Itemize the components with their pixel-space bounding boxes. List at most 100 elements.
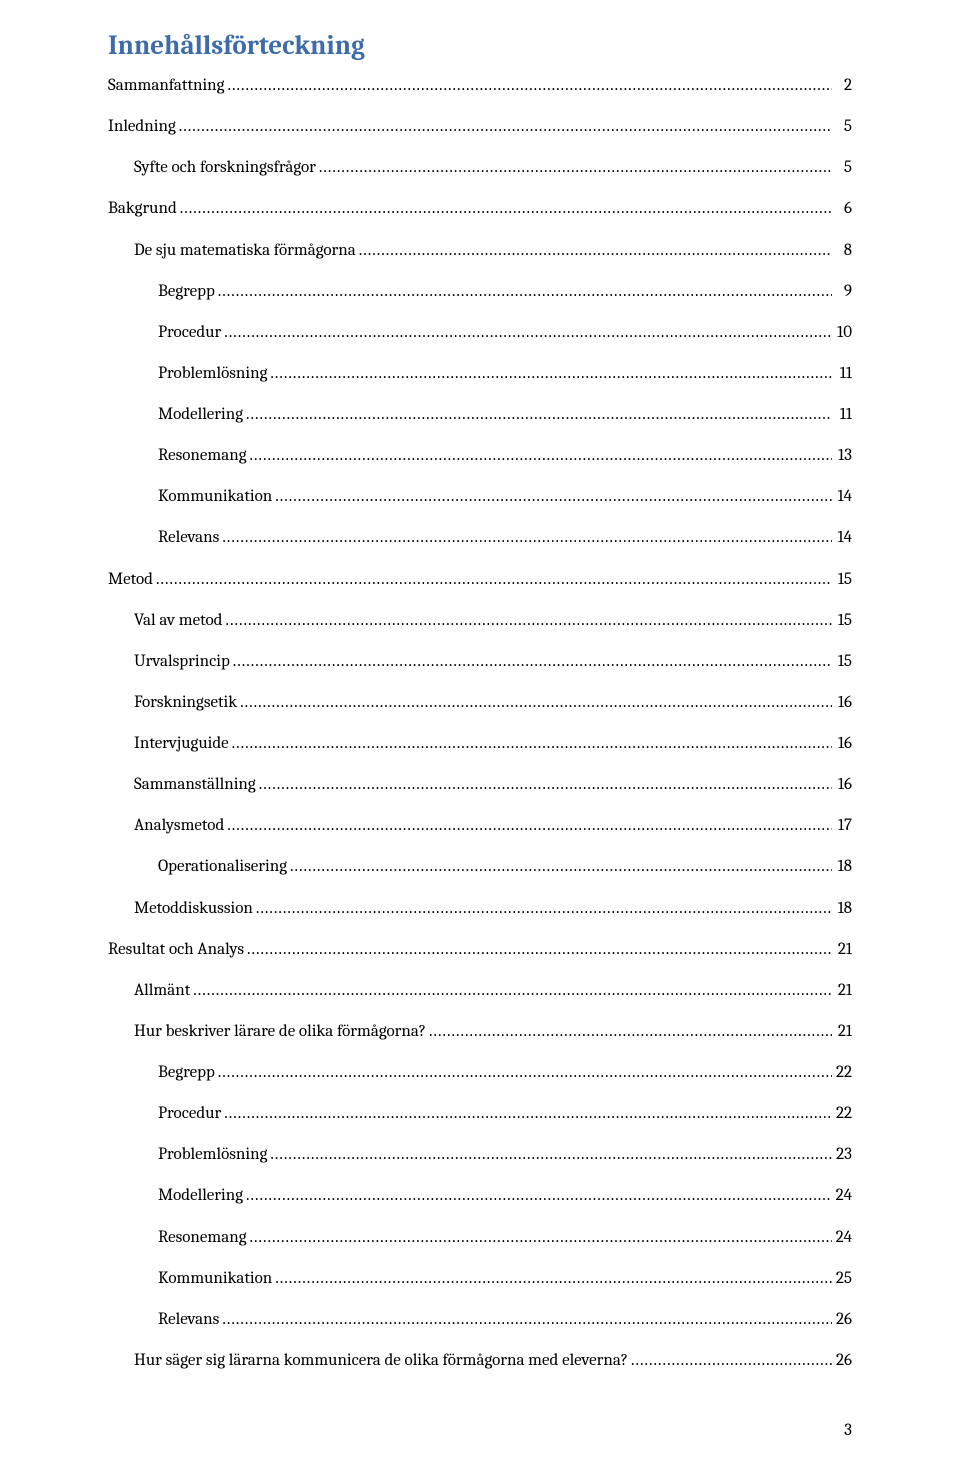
toc-entry-label: Resultat och Analys <box>108 939 244 962</box>
toc-entry-page: 13 <box>832 445 852 468</box>
toc-row: Val av metod............................… <box>108 610 852 633</box>
toc-entry-page: 24 <box>832 1185 852 1208</box>
toc-entry-label: Begrepp <box>158 1062 215 1085</box>
toc-leader: ........................................… <box>221 322 832 345</box>
toc-row: Kommunikation...........................… <box>108 486 852 509</box>
toc-row: Bakgrund................................… <box>108 198 852 221</box>
toc-entry-page: 22 <box>832 1062 852 1085</box>
toc-row: Metoddiskussion.........................… <box>108 898 852 921</box>
toc-entry-page: 21 <box>832 939 852 962</box>
toc-entry-label: Relevans <box>158 527 219 550</box>
toc-entry-label: Problemlösning <box>158 1144 267 1167</box>
toc-leader: ........................................… <box>219 1309 832 1332</box>
toc-leader: ........................................… <box>177 198 832 221</box>
toc-leader: ........................................… <box>230 651 832 674</box>
toc-leader: ........................................… <box>222 610 832 633</box>
toc-entry-page: 9 <box>832 281 852 304</box>
toc-row: Intervjuguide...........................… <box>108 733 852 756</box>
toc-leader: ........................................… <box>176 116 832 139</box>
toc-entry-page: 14 <box>832 486 852 509</box>
toc-entry-label: Intervjuguide <box>134 733 229 756</box>
toc-leader: ........................................… <box>243 1185 832 1208</box>
toc-leader: ........................................… <box>426 1021 832 1044</box>
toc-entry-page: 10 <box>832 322 852 345</box>
toc-row: Syfte och forskningsfrågor..............… <box>108 157 852 180</box>
toc-leader: ........................................… <box>247 1227 832 1250</box>
toc-entry-page: 18 <box>832 898 852 921</box>
toc-row: Resonemang..............................… <box>108 1227 852 1250</box>
toc-row: Sammanfattning..........................… <box>108 75 852 98</box>
toc-row: Procedur................................… <box>108 322 852 345</box>
toc-leader: ........................................… <box>253 898 832 921</box>
toc-entry-page: 16 <box>832 692 852 715</box>
toc-entry-label: Procedur <box>158 1103 221 1126</box>
toc-entry-page: 11 <box>832 404 852 427</box>
toc-row: Relevans................................… <box>108 527 852 550</box>
toc-leader: ........................................… <box>267 1144 832 1167</box>
toc-entry-page: 26 <box>832 1350 852 1373</box>
toc-leader: ........................................… <box>256 774 832 797</box>
toc-entry-label: Metod <box>108 569 153 592</box>
toc-entry-page: 22 <box>832 1103 852 1126</box>
toc-entry-page: 2 <box>832 75 852 98</box>
toc-entry-page: 18 <box>832 856 852 879</box>
toc-entry-page: 25 <box>832 1268 852 1291</box>
toc-entry-page: 23 <box>832 1144 852 1167</box>
toc-entry-label: Relevans <box>158 1309 219 1332</box>
toc-entry-page: 14 <box>832 527 852 550</box>
toc-leader: ........................................… <box>628 1350 832 1373</box>
toc-leader: ........................................… <box>272 486 832 509</box>
toc-entry-label: Resonemang <box>158 1227 247 1250</box>
toc-leader: ........................................… <box>247 445 832 468</box>
toc-leader: ........................................… <box>287 856 832 879</box>
toc-entry-page: 11 <box>832 363 852 386</box>
toc-leader: ........................................… <box>316 157 832 180</box>
toc-entry-label: Analysmetod <box>134 815 224 838</box>
toc-entry-page: 15 <box>832 610 852 633</box>
toc-entry-page: 26 <box>832 1309 852 1332</box>
toc-entry-label: Allmänt <box>134 980 190 1003</box>
toc-leader: ........................................… <box>244 939 832 962</box>
toc-entry-label: Sammanfattning <box>108 75 224 98</box>
toc-leader: ........................................… <box>190 980 832 1003</box>
toc-entry-label: Resonemang <box>158 445 247 468</box>
toc-leader: ........................................… <box>229 733 832 756</box>
toc-entry-label: Problemlösning <box>158 363 267 386</box>
toc-leader: ........................................… <box>267 363 832 386</box>
toc-row: Problemlösning..........................… <box>108 1144 852 1167</box>
toc-entry-label: Inledning <box>108 116 176 139</box>
toc-row: Hur beskriver lärare de olika förmågorna… <box>108 1021 852 1044</box>
toc-row: Urvalsprincip...........................… <box>108 651 852 674</box>
toc-row: Hur säger sig lärarna kommunicera de oli… <box>108 1350 852 1373</box>
toc-leader: ........................................… <box>243 404 832 427</box>
toc-entry-page: 21 <box>832 1021 852 1044</box>
toc-row: Modellering.............................… <box>108 404 852 427</box>
toc-entry-page: 5 <box>832 157 852 180</box>
toc-entry-page: 5 <box>832 116 852 139</box>
document-page: Innehållsförteckning Sammanfattning.....… <box>0 0 960 1466</box>
toc-row: Begrepp.................................… <box>108 281 852 304</box>
toc-entry-label: De sju matematiska förmågorna <box>134 240 356 263</box>
toc-entry-label: Bakgrund <box>108 198 177 221</box>
toc-entry-label: Sammanställning <box>134 774 256 797</box>
toc-row: Problemlösning..........................… <box>108 363 852 386</box>
toc-entry-page: 6 <box>832 198 852 221</box>
toc-leader: ........................................… <box>215 281 832 304</box>
toc-entry-label: Kommunikation <box>158 1268 272 1291</box>
toc-leader: ........................................… <box>356 240 832 263</box>
toc-row: Operationalisering......................… <box>108 856 852 879</box>
toc-leader: ........................................… <box>237 692 832 715</box>
toc-entry-label: Syfte och forskningsfrågor <box>134 157 316 180</box>
toc-leader: ........................................… <box>224 75 832 98</box>
toc-row: Inledning...............................… <box>108 116 852 139</box>
toc-row: Resultat och Analys.....................… <box>108 939 852 962</box>
toc-entry-label: Modellering <box>158 404 243 427</box>
toc-row: Kommunikation...........................… <box>108 1268 852 1291</box>
toc-leader: ........................................… <box>215 1062 832 1085</box>
toc-row: De sju matematiska förmågorna...........… <box>108 240 852 263</box>
toc-entry-page: 15 <box>832 651 852 674</box>
toc-entry-label: Modellering <box>158 1185 243 1208</box>
toc-entry-label: Kommunikation <box>158 486 272 509</box>
toc-row: Allmänt.................................… <box>108 980 852 1003</box>
toc-entry-page: 24 <box>832 1227 852 1250</box>
